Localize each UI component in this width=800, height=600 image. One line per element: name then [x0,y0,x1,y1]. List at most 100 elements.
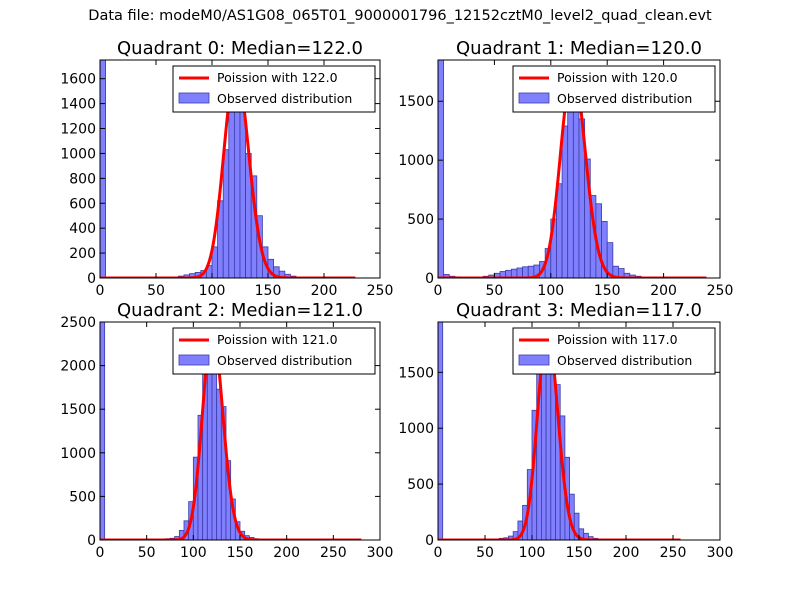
y-tick-label: 0 [425,533,434,549]
legend-box [512,65,716,113]
y-tick-label: 500 [407,477,434,493]
histogram-bar [438,60,445,278]
x-tick-label: 300 [367,545,394,561]
x-tick-label: 100 [519,545,546,561]
panel-quadrant-2: 0 50 100 150 200 250 300 0 500 1000 1500 2000 2500 Qu… [60,300,393,561]
y-tick-label: 1000 [60,446,96,462]
x-tick-label: 200 [650,283,677,299]
figure-suptitle: Data file: modeM0/AS1G08_065T01_90000017… [88,8,712,24]
y-tick-label: 1200 [60,122,96,138]
y-tick-label: 1600 [60,72,96,88]
histogram-bar [606,242,614,278]
y-tick-label: 500 [69,489,96,505]
x-tick-label: 50 [138,545,156,561]
histogram-bar [211,359,218,540]
x-tick-label: 0 [434,283,443,299]
x-tick-label: 300 [707,545,734,561]
panel-quadrant-1: 0 50 100 150 200 250 0 500 1000 1500 Quadrant 1: M… [398,38,733,299]
legend-label-observed: Observed distribution [217,91,352,106]
histogram-bar [222,149,230,278]
x-tick-label: 250 [367,283,394,299]
histogram-bar [216,388,222,540]
legend-bar-swatch [518,354,550,366]
legend-label-observed: Observed distribution [217,353,352,368]
x-tick-label: 200 [613,545,640,561]
y-tick-label: 2000 [60,359,96,375]
panel-quadrant-0: 0 50 100 150 200 250 0 200 400 600 800 1000 1200 1400… [60,38,393,299]
y-tick-label: 600 [69,196,96,212]
histogram-bar [573,512,580,540]
legend-box [172,327,376,375]
histogram-bar [228,95,235,278]
x-tick-label: 100 [180,545,207,561]
poisson-curve [100,68,356,278]
x-tick-label: 50 [147,283,165,299]
panel-title: Quadrant 2: Median=121.0 [117,300,363,321]
histogram-bar [206,353,213,540]
x-tick-label: 150 [566,545,593,561]
legend-label-poisson: Poission with 122.0 [217,70,338,85]
y-tick-label: 1500 [398,365,434,381]
poisson-curve [100,330,362,540]
histogram-bars [100,60,302,278]
x-tick-label: 150 [255,283,282,299]
x-tick-label: 250 [660,545,687,561]
x-tick-label: 250 [707,283,734,299]
legend-label-poisson: Poission with 121.0 [217,332,338,347]
legend: Poission with 121.0 Observed distribution [172,327,376,375]
histogram-bar [561,125,569,278]
axes-frame [99,59,381,279]
histogram-bar [522,266,529,278]
y-tick-label: 0 [425,271,434,287]
x-tick-label: 150 [227,545,254,561]
legend-box [512,327,716,375]
y-tick-label: 0 [87,533,96,549]
y-tick-label: 1000 [398,421,434,437]
legend-bar-swatch [178,354,210,366]
legend: Poission with 122.0 Observed distribution [172,65,376,113]
legend-label-poisson: Poission with 117.0 [557,332,678,347]
legend-label-observed: Observed distribution [557,91,692,106]
legend-label-observed: Observed distribution [557,353,692,368]
y-tick-label: 1000 [398,153,434,169]
panel-title: Quadrant 3: Median=117.0 [456,300,702,321]
y-tick-label: 0 [87,271,96,287]
y-tick-label: 1500 [60,402,96,418]
y-tick-label: 1400 [60,97,96,113]
panel-quadrant-3: 0 50 100 150 200 250 300 0 500 1000 1500 Quadrant 3… [398,300,733,561]
x-tick-label: 0 [96,545,105,561]
histogram-bar [567,86,574,278]
y-tick-label: 1000 [60,146,96,162]
poisson-curve [438,330,682,540]
x-tick-label: 100 [537,283,564,299]
panel-title: Quadrant 1: Median=120.0 [456,38,702,59]
legend-label-poisson: Poission with 120.0 [557,70,678,85]
histogram-bar [100,322,106,540]
legend: Poission with 117.0 Observed distribution [512,327,716,375]
y-tick-label: 400 [69,221,96,237]
y-tick-label: 800 [69,171,96,187]
histogram-bar [100,60,106,278]
x-tick-label: 0 [434,545,443,561]
x-tick-label: 50 [485,283,503,299]
x-tick-label: 250 [320,545,347,561]
x-tick-label: 200 [273,545,300,561]
x-tick-label: 100 [199,283,226,299]
histogram-bar [239,108,246,278]
legend-bar-swatch [518,92,550,104]
y-tick-label: 2500 [60,315,96,331]
legend-bar-swatch [178,92,210,104]
y-tick-label: 1500 [398,94,434,110]
histogram-bar [572,96,580,278]
y-tick-label: 200 [69,246,96,262]
panel-title: Quadrant 0: Median=122.0 [117,38,363,59]
histogram-bar [438,322,444,540]
x-tick-label: 50 [476,545,494,561]
y-tick-label: 500 [407,212,434,228]
x-tick-label: 0 [96,283,105,299]
axes-frame [437,59,721,279]
legend: Poission with 120.0 Observed distribution [512,65,716,113]
x-tick-label: 150 [594,283,621,299]
x-tick-label: 200 [311,283,338,299]
